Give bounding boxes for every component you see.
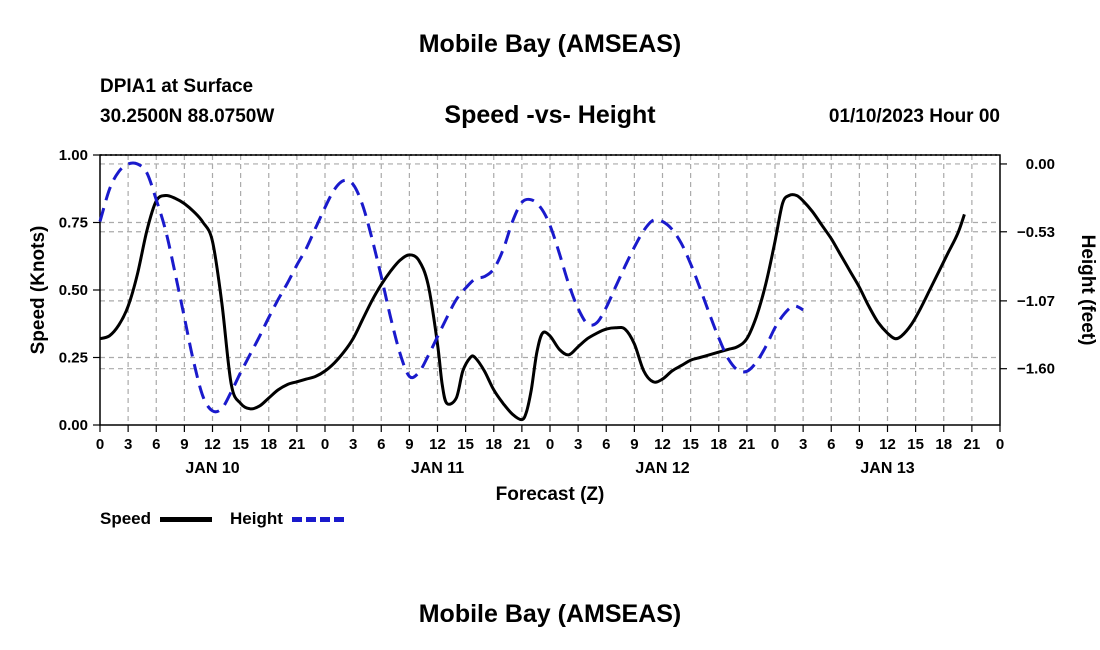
y-tick-label: 1.00 — [59, 147, 88, 164]
y-tick-label: 0.25 — [59, 350, 88, 367]
x-tick-label: 18 — [485, 436, 502, 453]
x-tick-label: 6 — [152, 436, 160, 453]
x-tick-label: 9 — [405, 436, 413, 453]
x-tick-label: 3 — [349, 436, 357, 453]
x-tick-label: 18 — [710, 436, 727, 453]
y-tick-label: 0.50 — [59, 282, 88, 299]
x-tick-label: 0 — [96, 436, 104, 453]
x-tick-label: 12 — [204, 436, 221, 453]
legend-speed-label: Speed — [100, 509, 152, 528]
y-tick-label: 0.00 — [59, 417, 88, 434]
chart-subtitle: Speed -vs- Height — [444, 101, 656, 129]
x-axis-label: Forecast (Z) — [496, 484, 605, 505]
series-line-speed — [99, 193, 966, 422]
x-tick-label: 12 — [654, 436, 671, 453]
x-tick-label: 0 — [771, 436, 779, 453]
x-tick-label: 18 — [935, 436, 952, 453]
legend-height-swatch — [292, 517, 344, 522]
x-tick-label: 0 — [546, 436, 554, 453]
x-tick-label: 9 — [855, 436, 863, 453]
y2-tick-label: −0.53 — [1017, 224, 1055, 241]
forecast-date: 01/10/2023 Hour 00 — [828, 106, 1000, 127]
x-tick-label: 12 — [879, 436, 896, 453]
x-tick-label: 15 — [907, 436, 924, 453]
y2-tick-label: 0.00 — [1026, 156, 1055, 173]
x-tick-label: 6 — [377, 436, 385, 453]
x-tick-label: 15 — [457, 436, 474, 453]
chart-title-repeat: Mobile Bay (AMSEAS) — [418, 600, 682, 628]
x-tick-label: 3 — [124, 436, 132, 453]
x-tick-label: 0 — [996, 436, 1004, 453]
x-tick-label: 21 — [964, 436, 981, 453]
legend-height-label: Height — [230, 509, 283, 528]
x-tick-label: 9 — [180, 436, 188, 453]
x-tick-label: 12 — [429, 436, 446, 453]
x-tick-label: 21 — [514, 436, 531, 453]
y2-tick-label: −1.07 — [1017, 293, 1055, 310]
legend-speed-swatch — [160, 517, 212, 522]
y2-tick-label: −1.60 — [1017, 361, 1055, 378]
x-tick-label: 3 — [799, 436, 807, 453]
station-label: DPIA1 at Surface — [100, 76, 254, 97]
coordinates-label: 30.2500N 88.0750W — [100, 106, 275, 127]
x-tick-label: 21 — [289, 436, 306, 453]
x-tick-label: 15 — [232, 436, 249, 453]
series-line-height — [98, 161, 804, 414]
x-tick-label: 3 — [574, 436, 582, 453]
day-label: JAN 12 — [635, 460, 689, 477]
x-tick-label: 6 — [827, 436, 835, 453]
y2-axis-label: Height (feet) — [1077, 235, 1098, 346]
x-tick-label: 0 — [321, 436, 329, 453]
day-label: JAN 11 — [411, 460, 464, 477]
x-tick-label: 6 — [602, 436, 610, 453]
x-tick-label: 21 — [739, 436, 756, 453]
chart-title: Mobile Bay (AMSEAS) — [418, 30, 682, 58]
day-label: JAN 10 — [185, 460, 239, 477]
y-axis-label: Speed (Knots) — [28, 226, 49, 355]
day-label: JAN 13 — [860, 460, 914, 477]
x-tick-label: 15 — [682, 436, 699, 453]
x-tick-label: 9 — [630, 436, 638, 453]
y-tick-label: 0.75 — [59, 215, 88, 232]
x-tick-label: 18 — [260, 436, 277, 453]
